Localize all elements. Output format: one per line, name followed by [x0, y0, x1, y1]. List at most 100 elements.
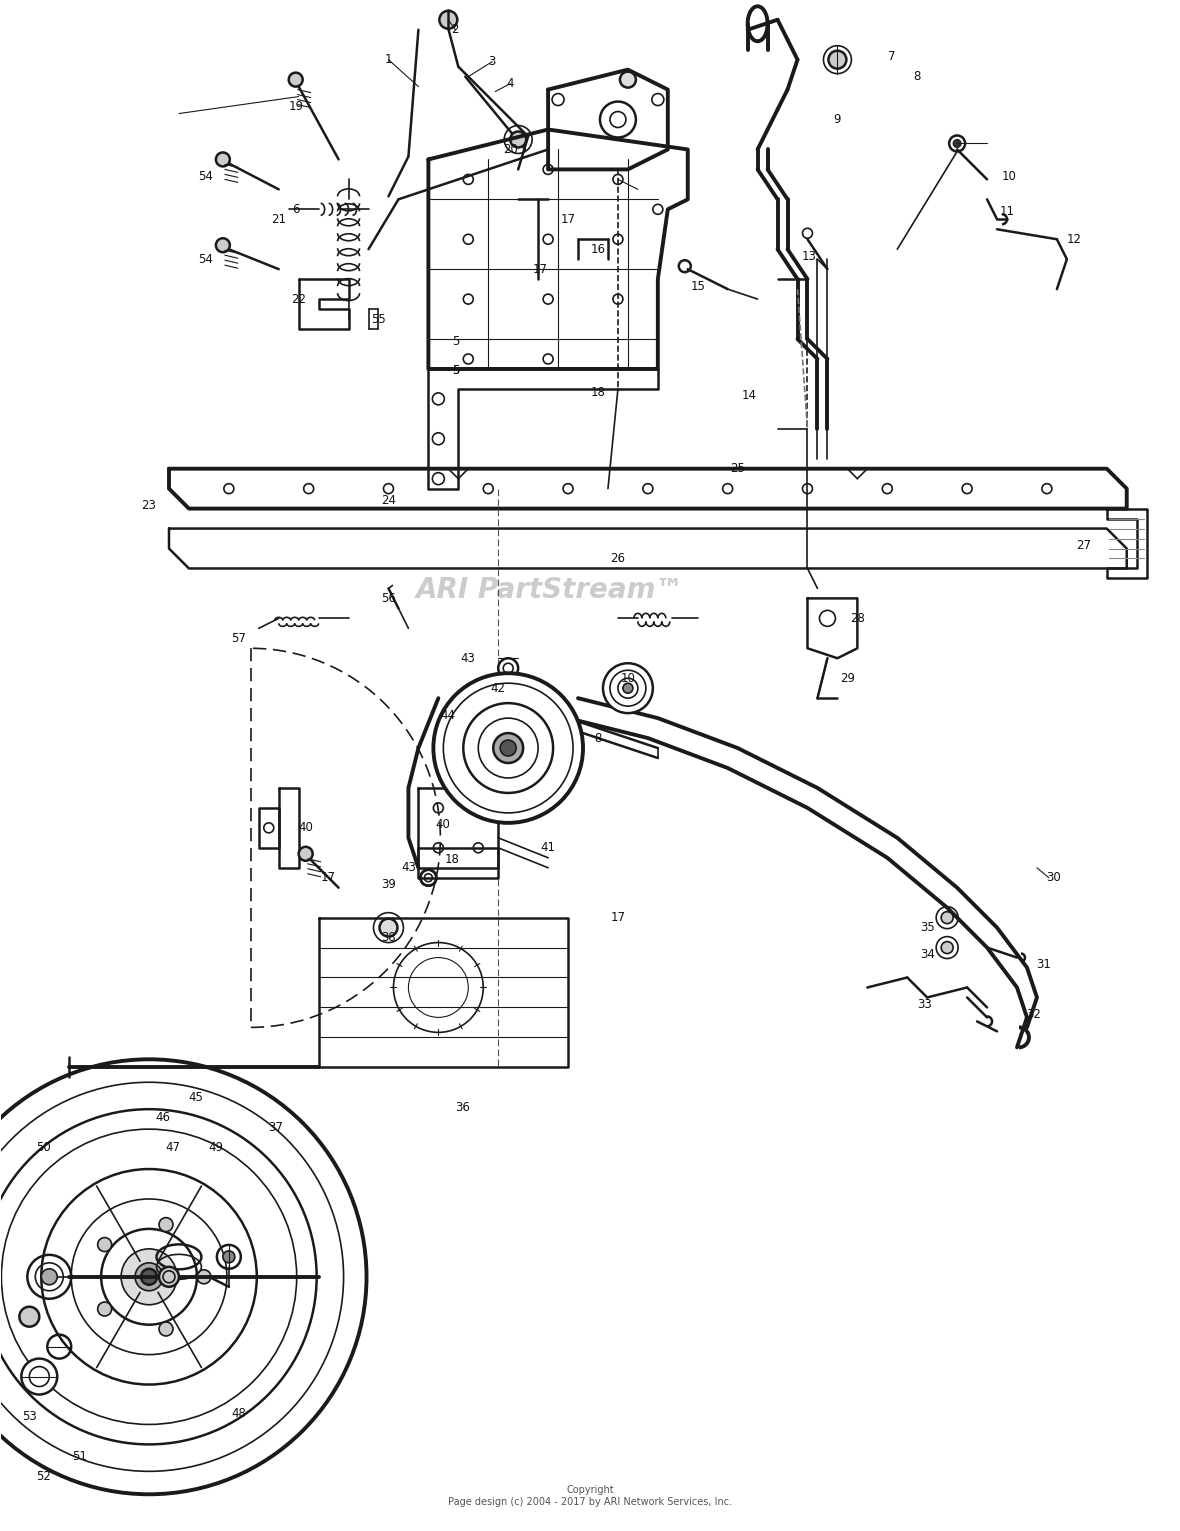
Circle shape: [98, 1301, 112, 1317]
Circle shape: [433, 674, 583, 822]
Text: 24: 24: [381, 495, 396, 507]
Text: 7: 7: [887, 51, 896, 63]
Circle shape: [159, 1266, 179, 1286]
Circle shape: [620, 72, 636, 87]
Text: 12: 12: [1067, 233, 1081, 246]
Text: 22: 22: [291, 292, 306, 306]
Text: 17: 17: [321, 871, 336, 885]
Circle shape: [380, 919, 398, 937]
Text: 30: 30: [1047, 871, 1061, 885]
Circle shape: [216, 239, 230, 253]
Text: 18: 18: [445, 853, 460, 867]
Circle shape: [197, 1269, 211, 1285]
Circle shape: [122, 1249, 177, 1304]
Text: 18: 18: [590, 386, 605, 400]
Text: 3: 3: [489, 55, 496, 69]
Circle shape: [623, 683, 632, 694]
Text: 40: 40: [435, 819, 450, 831]
Circle shape: [142, 1269, 157, 1285]
Text: 52: 52: [35, 1470, 51, 1484]
Circle shape: [510, 132, 526, 147]
Text: 15: 15: [690, 280, 706, 292]
Circle shape: [299, 847, 313, 860]
Text: 8: 8: [595, 732, 602, 744]
Text: 32: 32: [1027, 1007, 1042, 1021]
Text: 40: 40: [299, 821, 313, 834]
Circle shape: [135, 1263, 163, 1291]
Text: 14: 14: [742, 389, 758, 403]
Text: 20: 20: [503, 142, 518, 156]
Circle shape: [439, 11, 458, 29]
Circle shape: [953, 139, 962, 147]
Text: 26: 26: [610, 553, 625, 565]
Text: ARI PartStream™: ARI PartStream™: [417, 576, 684, 605]
Circle shape: [493, 733, 523, 762]
Text: 13: 13: [802, 250, 817, 263]
Text: 11: 11: [999, 205, 1015, 217]
Circle shape: [19, 1307, 39, 1327]
Circle shape: [942, 942, 953, 954]
Text: 21: 21: [271, 213, 287, 225]
Text: 43: 43: [401, 862, 415, 874]
Circle shape: [21, 1358, 58, 1395]
Text: 8: 8: [913, 70, 920, 83]
Text: 10: 10: [1002, 170, 1016, 182]
Circle shape: [828, 51, 846, 69]
Text: 49: 49: [209, 1141, 223, 1153]
Text: 45: 45: [189, 1090, 203, 1104]
Text: 6: 6: [291, 202, 300, 216]
Circle shape: [500, 739, 516, 756]
Text: 25: 25: [730, 462, 745, 475]
Text: 29: 29: [840, 672, 854, 684]
Text: 5: 5: [452, 364, 459, 378]
Text: 17: 17: [532, 263, 548, 276]
Text: 54: 54: [198, 253, 214, 266]
Text: 17: 17: [560, 213, 576, 225]
Text: 33: 33: [917, 998, 931, 1010]
Text: 4: 4: [506, 77, 514, 90]
Text: 31: 31: [1036, 958, 1051, 971]
Text: 28: 28: [850, 612, 865, 625]
Text: 5: 5: [452, 364, 459, 378]
Circle shape: [603, 663, 653, 713]
Text: 17: 17: [610, 911, 625, 925]
Text: 36: 36: [454, 1101, 470, 1113]
Text: 27: 27: [1076, 539, 1092, 553]
Text: 39: 39: [381, 879, 396, 891]
Circle shape: [159, 1321, 173, 1337]
Circle shape: [159, 1217, 173, 1231]
Text: 19: 19: [288, 100, 303, 113]
Text: 57: 57: [231, 632, 247, 645]
Text: 34: 34: [919, 948, 935, 961]
Text: 47: 47: [165, 1141, 181, 1153]
Text: 42: 42: [491, 681, 506, 695]
Circle shape: [216, 153, 230, 167]
Circle shape: [41, 1269, 58, 1285]
Text: 2: 2: [452, 23, 459, 37]
Text: 44: 44: [441, 709, 455, 721]
Circle shape: [223, 1251, 235, 1263]
Text: 50: 50: [35, 1141, 51, 1153]
Text: 23: 23: [142, 499, 157, 511]
Text: Copyright
Page design (c) 2004 - 2017 by ARI Network Services, Inc.: Copyright Page design (c) 2004 - 2017 by…: [448, 1485, 732, 1507]
Text: 38: 38: [381, 931, 395, 945]
Text: 16: 16: [590, 243, 605, 256]
Text: 55: 55: [372, 312, 386, 326]
Text: 43: 43: [461, 652, 476, 664]
Circle shape: [942, 911, 953, 923]
Text: 9: 9: [833, 113, 841, 126]
Text: 51: 51: [72, 1450, 86, 1462]
Text: 37: 37: [268, 1121, 283, 1133]
Text: 46: 46: [156, 1110, 170, 1124]
Text: 48: 48: [231, 1407, 247, 1419]
Text: 5: 5: [452, 334, 459, 348]
Text: 41: 41: [540, 842, 556, 854]
Circle shape: [289, 72, 303, 87]
Text: 56: 56: [381, 592, 396, 605]
Text: 53: 53: [22, 1410, 37, 1422]
Text: 54: 54: [198, 170, 214, 182]
Text: 1: 1: [385, 54, 392, 66]
Circle shape: [98, 1237, 112, 1251]
Text: 35: 35: [920, 922, 935, 934]
Text: 10: 10: [621, 672, 635, 684]
